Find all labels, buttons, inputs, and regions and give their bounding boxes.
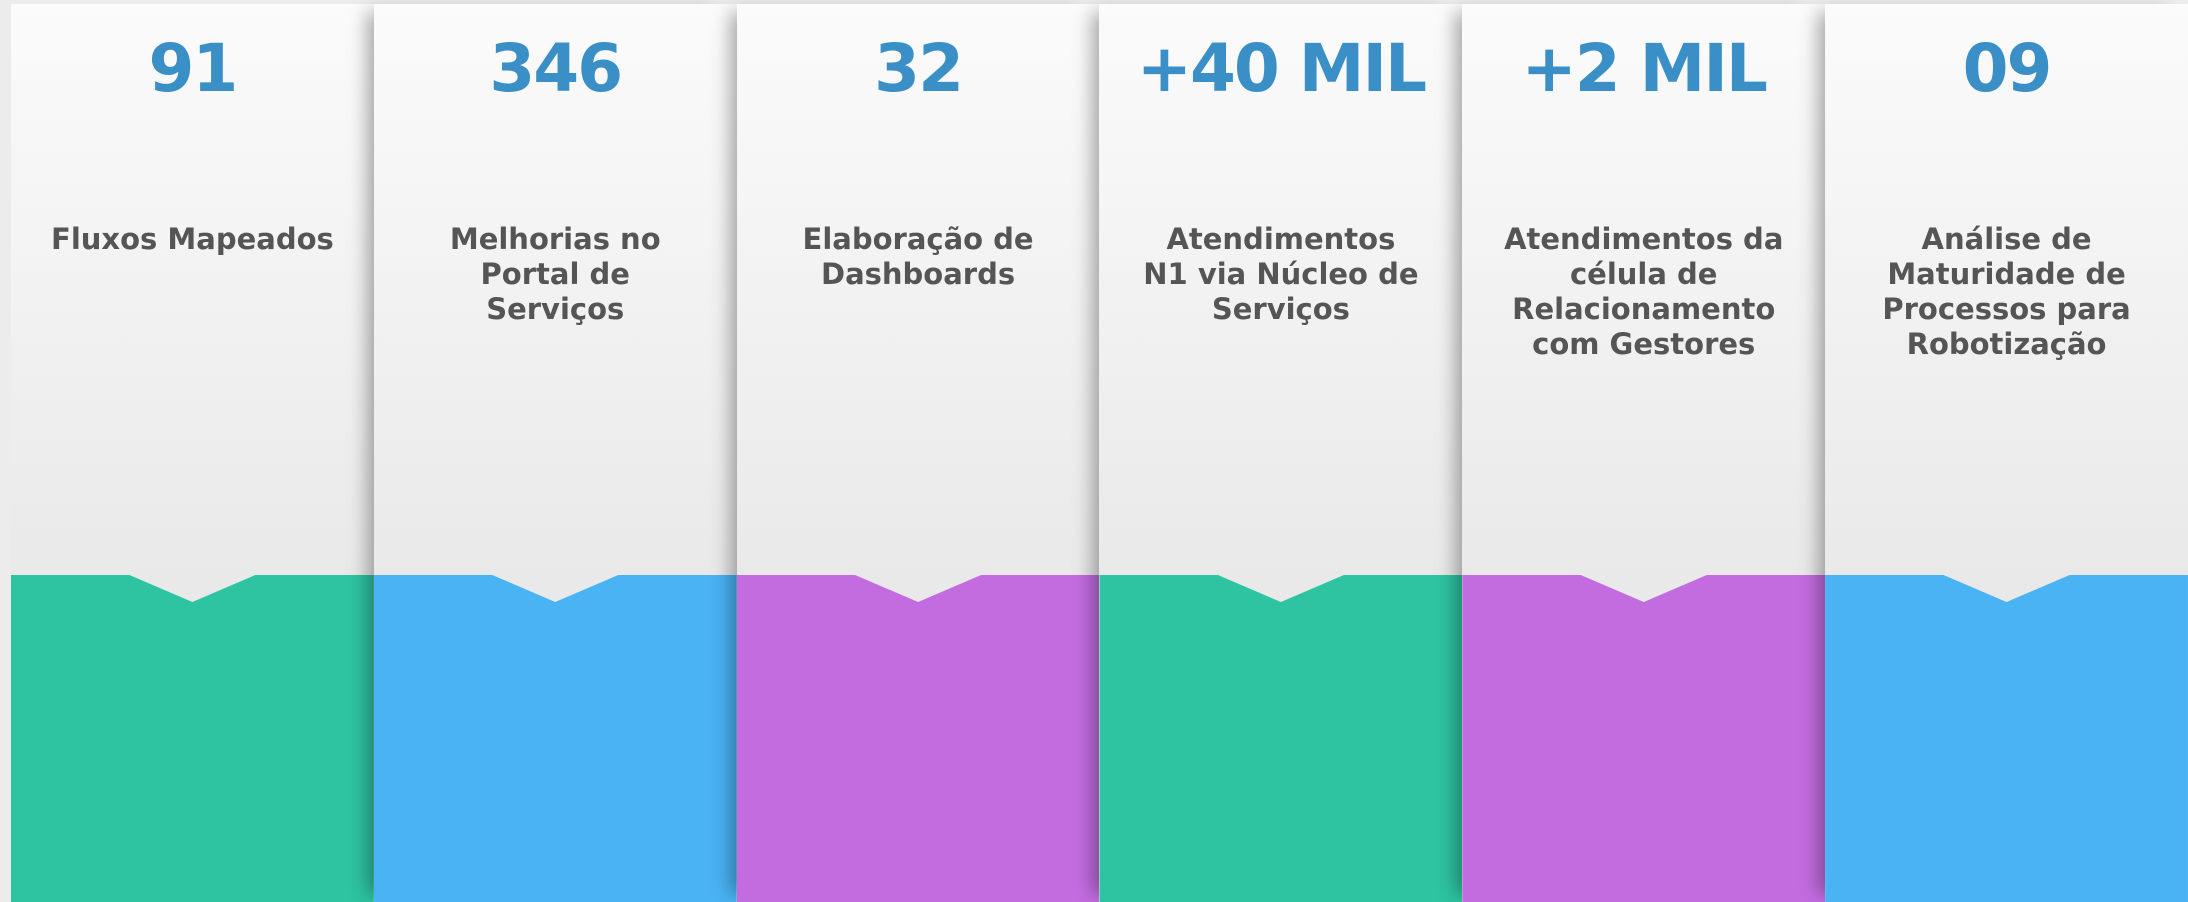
color-band (737, 575, 1100, 902)
stat-value: +2 MIL (1521, 30, 1767, 107)
stat-value: +40 MIL (1136, 30, 1427, 107)
cards: 91 Fluxos Mapeados 346 Melhorias no Portal … (11, 4, 2188, 902)
color-band (1099, 575, 1462, 902)
stat-card: +40 MIL Atendimentos N1 via Núcleo de Ser… (1099, 4, 1463, 902)
stat-card: +2 MIL Atendimentos da célula de Relacion… (1462, 4, 1826, 902)
stat-label: Atendimentos N1 via Núcleo de Serviços (1143, 222, 1419, 326)
color-band (11, 575, 374, 902)
stat-label: Atendimentos da célula de Relacionamento… (1504, 222, 1784, 361)
stat-label: Fluxos Mapeados (51, 222, 334, 256)
stat-value: 91 (148, 30, 238, 107)
stat-label: Análise de Maturidade de Processos para … (1882, 222, 2131, 361)
stat-card: 91 Fluxos Mapeados (11, 4, 374, 902)
stat-value: 346 (489, 30, 623, 107)
color-band (374, 575, 737, 902)
color-band (1825, 575, 2188, 902)
stat-card: 346 Melhorias no Portal de Serviços (373, 4, 737, 902)
stat-label: Elaboração de Dashboards (802, 222, 1034, 291)
stat-card: 09 Análise de Maturidade de Processos par… (1825, 4, 2188, 902)
stat-value: 32 (874, 30, 964, 107)
stat-card: 32 Elaboração de Dashboards (736, 4, 1100, 902)
stat-label: Melhorias no Portal de Serviços (449, 222, 661, 326)
color-band (1462, 575, 1825, 902)
stat-value: 09 (1962, 30, 2053, 107)
